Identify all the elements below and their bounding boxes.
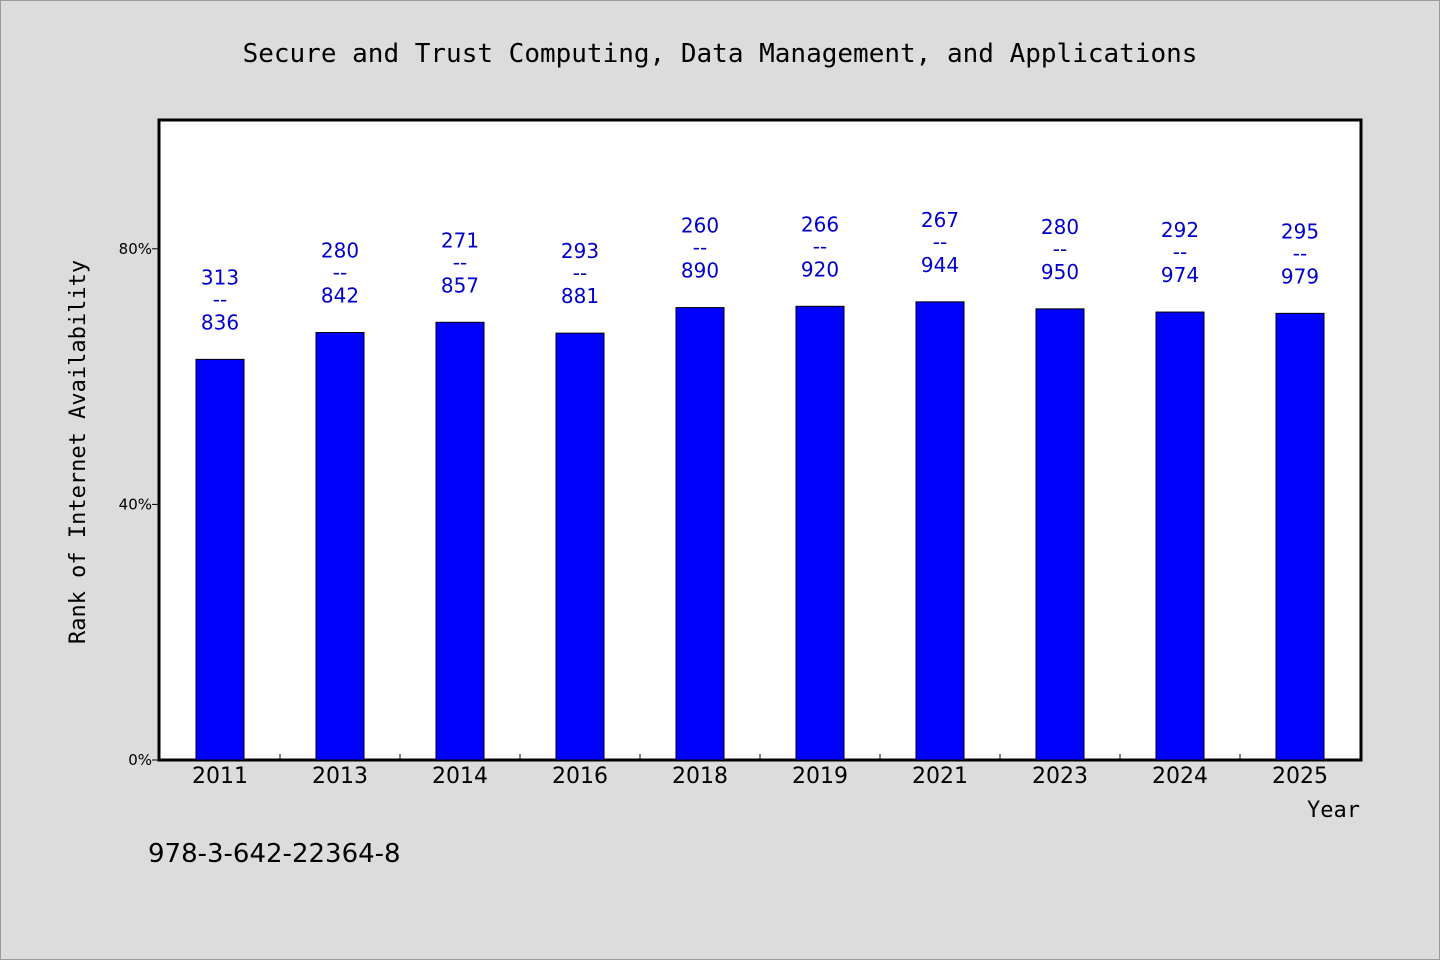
- data-label-separator-2016: --: [573, 261, 587, 285]
- data-label-separator-2011: --: [213, 287, 227, 311]
- data-label-separator-2024: --: [1173, 240, 1187, 264]
- y-axis: 0% 40% 80%: [119, 240, 160, 769]
- data-label-separator-2018: --: [693, 236, 707, 260]
- bar-2024: [1155, 311, 1205, 761]
- bar-2011: [195, 358, 245, 761]
- data-label-top-2019: 266: [801, 212, 839, 236]
- x-tick-label-2025: 2025: [1272, 764, 1328, 789]
- data-label-separator-2023: --: [1053, 237, 1067, 261]
- bar-2021: [915, 301, 965, 761]
- data-label-top-2025: 295: [1281, 219, 1319, 243]
- data-label-bottom-2023: 950: [1041, 260, 1079, 284]
- bar-2019: [795, 305, 845, 761]
- bar-2014: [435, 321, 485, 761]
- x-tick-label-2019: 2019: [792, 764, 848, 789]
- data-label-top-2011: 313: [201, 265, 239, 289]
- x-axis-title: Year: [1307, 798, 1360, 823]
- bars-layer: [195, 301, 1325, 761]
- x-tick-label-2016: 2016: [552, 764, 608, 789]
- y-tick-label: 0%: [128, 751, 152, 769]
- data-label-top-2021: 267: [921, 208, 959, 232]
- bar-2016: [555, 332, 605, 761]
- data-label-top-2023: 280: [1041, 215, 1079, 239]
- bar-2013: [315, 332, 365, 761]
- data-label-separator-2021: --: [933, 230, 947, 254]
- x-tick-label-2021: 2021: [912, 764, 968, 789]
- y-axis-title: Rank of Internet Availability: [66, 260, 91, 644]
- y-tick-label: 40%: [119, 495, 152, 513]
- data-label-top-2013: 280: [321, 239, 359, 263]
- data-label-top-2016: 293: [561, 239, 599, 263]
- x-tick-label-2018: 2018: [672, 764, 728, 789]
- data-label-bottom-2013: 842: [321, 284, 359, 308]
- data-label-bottom-2011: 836: [201, 310, 239, 334]
- data-label-separator-2019: --: [813, 234, 827, 258]
- data-label-bottom-2024: 974: [1161, 263, 1199, 287]
- data-label-top-2024: 292: [1161, 218, 1199, 242]
- data-label-bottom-2019: 920: [801, 257, 839, 281]
- bar-2023: [1035, 308, 1085, 761]
- data-label-top-2014: 271: [441, 228, 479, 252]
- data-label-bottom-2018: 890: [681, 259, 719, 283]
- data-label-bottom-2025: 979: [1281, 264, 1319, 288]
- data-label-separator-2025: --: [1293, 241, 1307, 265]
- chart-title: Secure and Trust Computing, Data Managem…: [243, 39, 1198, 69]
- data-label-separator-2014: --: [453, 250, 467, 274]
- y-tick-label: 80%: [119, 240, 152, 258]
- x-tick-label-2013: 2013: [312, 764, 368, 789]
- bar-2018: [675, 307, 725, 761]
- data-labels-layer: 313--836280--842271--857293--881260--890…: [201, 208, 1319, 335]
- data-label-separator-2013: --: [333, 261, 347, 285]
- data-label-bottom-2014: 857: [441, 273, 479, 297]
- isbn-text: 978-3-642-22364-8: [148, 839, 401, 869]
- data-label-top-2018: 260: [681, 214, 719, 238]
- x-axis: 2011 2013 2014 2016 2018 2019 2021 2023 2024 2025: [192, 754, 1328, 789]
- x-tick-label-2024: 2024: [1152, 764, 1208, 789]
- data-label-bottom-2016: 881: [561, 284, 599, 308]
- bar-2025: [1275, 312, 1325, 761]
- x-tick-label-2011: 2011: [192, 764, 248, 789]
- data-label-bottom-2021: 944: [921, 253, 959, 277]
- x-tick-label-2023: 2023: [1032, 764, 1088, 789]
- x-tick-label-2014: 2014: [432, 764, 488, 789]
